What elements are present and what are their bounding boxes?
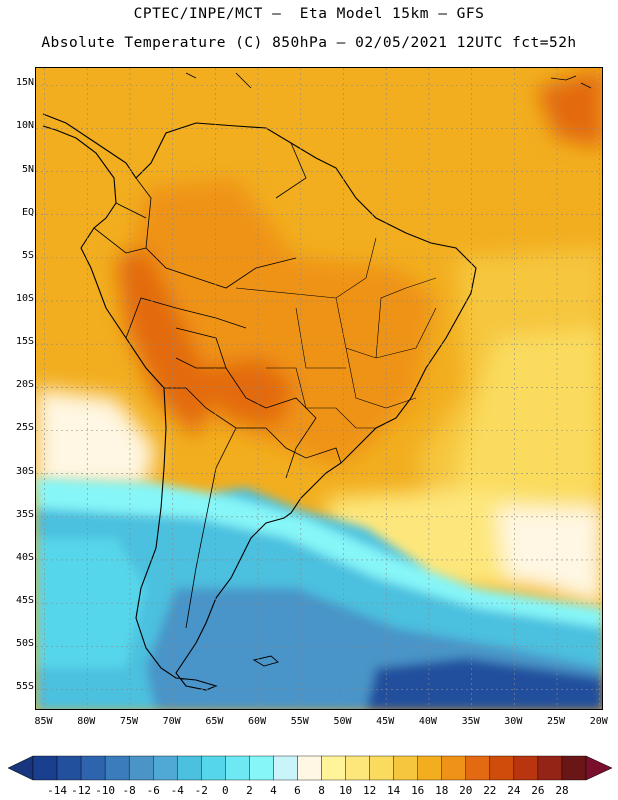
field-22-ne — [536, 68, 602, 148]
colorbar-tick-label: -6 — [146, 784, 160, 797]
field-6-band — [36, 478, 602, 628]
colorbar — [7, 755, 613, 781]
colorbar-tick-label: 10 — [338, 784, 353, 797]
lon-tick-label: 50W — [333, 716, 352, 727]
colorbar-swatch — [177, 755, 202, 781]
colorbar-tick-label: -8 — [122, 784, 136, 797]
colorbar-swatch — [465, 755, 491, 781]
temperature-map — [35, 67, 603, 710]
lat-tick-label: 50S — [15, 638, 34, 650]
lat-tick-label: 10N — [15, 120, 34, 132]
colorbar-tick-label: 26 — [531, 784, 545, 797]
lat-tick-label: 10S — [15, 293, 34, 305]
colorbar-tick-label: 0 — [222, 784, 229, 797]
colorbar-swatch — [153, 755, 178, 781]
field-coldest — [366, 658, 602, 709]
colorbar-tick-label: 8 — [318, 784, 325, 797]
map-gridlines — [36, 68, 602, 709]
colorbar-tick-label: 6 — [294, 784, 301, 797]
lat-tick-label: 20S — [15, 379, 34, 391]
colorbar-tick-label: 12 — [362, 784, 377, 797]
colorbar-swatch — [104, 755, 130, 781]
colorbar-tick-label: -2 — [194, 784, 208, 797]
colorbar-swatch — [56, 755, 82, 781]
chart-subtitle: Absolute Temperature (C) 850hPa – 02/05/… — [41, 35, 577, 51]
lon-tick-label: 75W — [119, 716, 138, 727]
colorbar-swatch — [297, 755, 322, 781]
lon-tick-label: 65W — [205, 716, 224, 727]
colorbar-swatch — [225, 755, 250, 781]
colorbar-tick-label: 20 — [459, 784, 473, 797]
brazil-state-borders — [235, 237, 437, 429]
colorbar-swatch — [201, 755, 226, 781]
lon-tick-label: 30W — [504, 716, 523, 727]
lon-tick-label: 55W — [290, 716, 309, 727]
lat-tick-label: 5S — [21, 249, 34, 261]
lat-tick-label: 40S — [15, 551, 34, 563]
lat-tick-label: 55S — [15, 681, 34, 693]
colorbar-tick-label: 4 — [270, 784, 277, 797]
colorbar-over-arrow — [585, 755, 613, 781]
lat-tick-label: 45S — [15, 595, 34, 607]
colorbar-tick-label: 22 — [483, 784, 497, 797]
colorbar-swatch — [249, 755, 274, 781]
falklands-islands — [252, 655, 279, 667]
colorbar-swatch — [561, 755, 587, 781]
lat-tick-label: 30S — [15, 465, 34, 477]
lon-tick-label: 20W — [589, 716, 608, 727]
lat-tick-label: 25S — [15, 422, 34, 434]
colorbar-swatch — [513, 755, 539, 781]
colorbar-swatch — [369, 755, 394, 781]
field-8-southeast — [496, 508, 602, 608]
colorbar-tick-label: -4 — [170, 784, 184, 797]
lat-tick-label: 35S — [15, 508, 34, 520]
lon-tick-label: 85W — [34, 716, 53, 727]
field-8-southwest — [36, 388, 156, 488]
lon-tick-label: 45W — [376, 716, 395, 727]
colorbar-swatch — [345, 755, 370, 781]
colorbar-tick-label: 16 — [411, 784, 425, 797]
colorbar-tick-label: 2 — [246, 784, 253, 797]
lat-tick-label: EQ — [21, 206, 34, 218]
colorbar-swatch — [417, 755, 442, 781]
colorbar-swatch — [32, 755, 58, 781]
colorbar-swatch — [441, 755, 466, 781]
colorbar-swatch — [80, 755, 106, 781]
field-22-andes — [116, 248, 216, 438]
colorbar-swatch — [537, 755, 563, 781]
lon-tick-label: 25W — [546, 716, 566, 727]
lon-tick-label: 60W — [248, 716, 267, 727]
colorbar-tick-label: -10 — [95, 784, 116, 797]
colorbar-tick-label: -14 — [47, 784, 67, 797]
lat-tick-label: 15S — [15, 336, 34, 348]
lon-tick-label: 40W — [418, 716, 437, 727]
colorbar-tick-label: 18 — [435, 784, 449, 797]
colorbar-tick-label: 24 — [507, 784, 521, 797]
country-borders — [93, 142, 342, 629]
south-america-coastline — [42, 113, 477, 691]
field-22-chaco — [196, 358, 296, 428]
colorbar-swatch — [128, 755, 154, 781]
colorbar-swatch — [321, 755, 346, 781]
lat-tick-label: 5N — [21, 163, 34, 175]
lon-tick-label: 70W — [162, 716, 181, 727]
colorbar-swatch — [489, 755, 515, 781]
lat-tick-label: 15N — [15, 77, 34, 89]
lon-tick-label: 35W — [461, 716, 480, 727]
colorbar-tick-label: 14 — [387, 784, 401, 797]
colorbar-under-arrow — [7, 755, 34, 781]
colorbar-tick-label: -12 — [71, 784, 92, 797]
lon-tick-label: 80W — [77, 716, 96, 727]
colorbar-tick-label: 28 — [555, 784, 569, 797]
chart-title: CPTEC/INPE/MCT – Eta Model 15km – GFS — [133, 6, 485, 22]
colorbar-swatch — [273, 755, 298, 781]
map-canvas — [36, 68, 602, 709]
colorbar-swatch — [393, 755, 418, 781]
